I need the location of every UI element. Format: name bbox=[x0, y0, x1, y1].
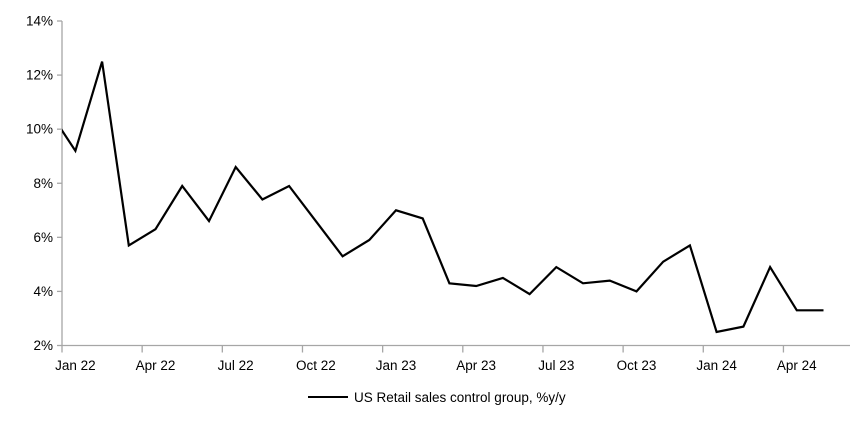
y-axis-tick-label: 6% bbox=[33, 230, 53, 245]
x-axis-tick-label: Jan 22 bbox=[55, 358, 96, 373]
y-axis-tick-label: 8% bbox=[33, 176, 53, 191]
y-axis-tick-label: 4% bbox=[33, 284, 53, 299]
x-axis-tick-label: Oct 23 bbox=[617, 358, 657, 373]
x-axis-tick-label: Oct 22 bbox=[296, 358, 336, 373]
x-axis-tick-label: Apr 23 bbox=[456, 358, 496, 373]
x-axis-tick-label: Jan 24 bbox=[696, 358, 737, 373]
x-axis-tick-label: Apr 24 bbox=[777, 358, 817, 373]
y-axis-tick-label: 10% bbox=[26, 122, 53, 137]
y-axis-tick-label: 2% bbox=[33, 338, 53, 353]
x-axis-tick-label: Jul 23 bbox=[538, 358, 574, 373]
x-axis-tick-label: Jul 22 bbox=[218, 358, 254, 373]
series-line-retail-control-group bbox=[62, 61, 824, 334]
y-axis-tick-label: 14% bbox=[26, 14, 53, 29]
x-axis-tick-label: Apr 22 bbox=[136, 358, 176, 373]
y-axis-tick-label: 12% bbox=[26, 68, 53, 83]
x-axis-tick-label: Jan 23 bbox=[376, 358, 417, 373]
legend-label: US Retail sales control group, %y/y bbox=[354, 390, 566, 405]
